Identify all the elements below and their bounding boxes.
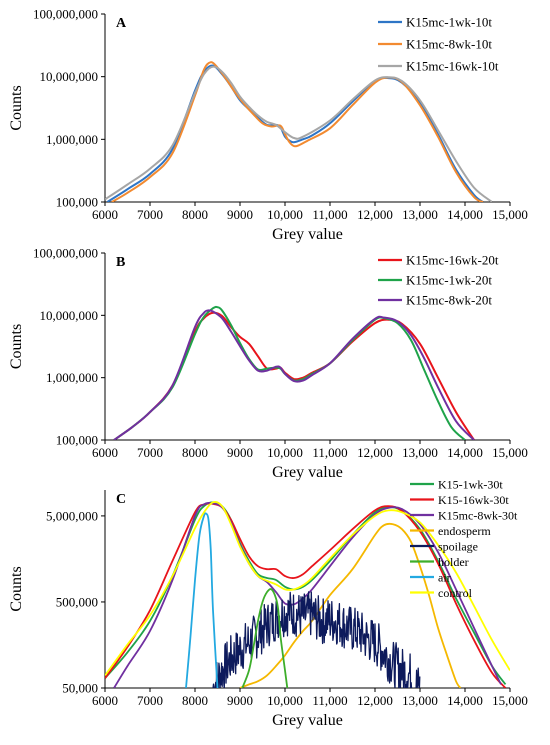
- x-tick-label: 10,000: [267, 693, 303, 708]
- y-tick-label: 10,000,000: [40, 69, 99, 84]
- legend-entry: K15mc-1wk-20t: [406, 273, 492, 288]
- y-axis-title: Counts: [8, 85, 25, 130]
- legend-entry: air: [438, 571, 451, 585]
- legend-entry: K15-1wk-30t: [438, 478, 503, 492]
- legend-entry: K15mc-8wk-10t: [406, 37, 492, 52]
- y-tick-label: 1,000,000: [46, 370, 98, 385]
- x-tick-label: 14,000: [447, 207, 483, 222]
- x-tick-label: 15,000: [492, 693, 528, 708]
- x-tick-label: 15,000: [492, 445, 528, 460]
- legend-entry: K15mc-16wk-10t: [406, 59, 499, 74]
- legend-entry: K15mc-8wk-30t: [438, 509, 518, 523]
- series-line-K15-1wk-30t: [105, 501, 507, 685]
- y-tick-label: 100,000,000: [33, 7, 98, 22]
- x-tick-label: 6000: [92, 445, 118, 460]
- x-tick-label: 9000: [227, 693, 253, 708]
- series-line-control: [105, 501, 510, 676]
- x-tick-label: 14,000: [447, 445, 483, 460]
- x-tick-label: 13,000: [402, 445, 438, 460]
- legend-entry: K15mc-8wk-20t: [406, 293, 492, 308]
- x-axis-title: Grey value: [272, 712, 343, 729]
- panel-label: C: [116, 492, 126, 507]
- series-line-spoilage: [212, 591, 421, 688]
- x-tick-label: 7000: [137, 693, 163, 708]
- x-tick-label: 9000: [227, 445, 253, 460]
- legend-entry: K15mc-1wk-10t: [406, 15, 492, 30]
- chart-panel-A: 6000 7000 8000 9000 10,000 11,000 12,000 13,000…: [8, 7, 528, 244]
- y-tick-label: 50,000: [62, 681, 98, 696]
- x-tick-label: 10,000: [267, 207, 303, 222]
- legend-entry: spoilage: [438, 540, 478, 554]
- x-tick-label: 12,000: [357, 445, 393, 460]
- x-tick-label: 12,000: [357, 207, 393, 222]
- y-tick-label: 100,000,000: [33, 246, 98, 261]
- series-line-endosperm: [239, 522, 462, 688]
- legend: K15mc-16wk-20t K15mc-1wk-20t K15mc-8wk-20t: [378, 253, 499, 308]
- series-line-K15mc-16wk-10t: [105, 65, 493, 202]
- legend: K15mc-1wk-10t K15mc-8wk-10t K15mc-16wk-10t: [378, 15, 499, 74]
- y-tick-label: 10,000,000: [40, 308, 99, 323]
- y-axis-title: Counts: [8, 566, 25, 611]
- x-tick-label: 9000: [227, 207, 253, 222]
- x-tick-label: 6000: [92, 207, 118, 222]
- series-line-K15mc-16wk-20t: [113, 311, 475, 440]
- series-line-air: [185, 512, 219, 688]
- x-tick-label: 10,000: [267, 445, 303, 460]
- y-tick-label: 500,000: [56, 594, 98, 609]
- x-tick-label: 13,000: [402, 207, 438, 222]
- x-tick-label: 13,000: [402, 693, 438, 708]
- x-tick-label: 8000: [182, 693, 208, 708]
- panel-label: A: [116, 16, 127, 31]
- series-line-holder: [241, 588, 289, 688]
- x-tick-label: 6000: [92, 693, 118, 708]
- x-tick-label: 8000: [182, 207, 208, 222]
- chart-panel-C: 6000 7000 8000 9000 10,000 11,000 12,000 13,000…: [8, 478, 528, 730]
- x-tick-label: 7000: [137, 445, 163, 460]
- legend-entry: endosperm: [438, 524, 491, 538]
- series-line-K15mc-8wk-10t: [111, 61, 484, 202]
- x-tick-label: 11,000: [312, 207, 347, 222]
- x-axis-title: Grey value: [272, 464, 343, 481]
- x-tick-label: 8000: [182, 445, 208, 460]
- x-axis-title: Grey value: [272, 226, 343, 243]
- chart-panel-B: 6000 7000 8000 9000 10,000 11,000 12,000 13,000…: [8, 246, 528, 482]
- y-axis-title: Counts: [8, 324, 25, 369]
- y-tick-label: 1,000,000: [46, 132, 98, 147]
- series-line-K15mc-1wk-10t: [106, 64, 484, 202]
- series-line-K15mc-8wk-20t: [113, 309, 475, 440]
- x-tick-label: 14,000: [447, 693, 483, 708]
- x-tick-label: 11,000: [312, 445, 347, 460]
- panel-label: B: [116, 255, 125, 270]
- x-tick-label: 12,000: [357, 693, 393, 708]
- y-tick-label: 100,000: [56, 195, 98, 210]
- legend-entry: K15mc-16wk-20t: [406, 253, 499, 268]
- legend-entry: control: [438, 586, 473, 600]
- series-line-K15mc-1wk-20t: [113, 305, 466, 440]
- x-tick-label: 15,000: [492, 207, 528, 222]
- legend-entry: K15-16wk-30t: [438, 493, 509, 507]
- legend-entry: holder: [438, 555, 469, 569]
- x-tick-label: 11,000: [312, 693, 347, 708]
- y-tick-label: 100,000: [56, 433, 98, 448]
- y-tick-label: 5,000,000: [46, 508, 98, 523]
- x-tick-label: 7000: [137, 207, 163, 222]
